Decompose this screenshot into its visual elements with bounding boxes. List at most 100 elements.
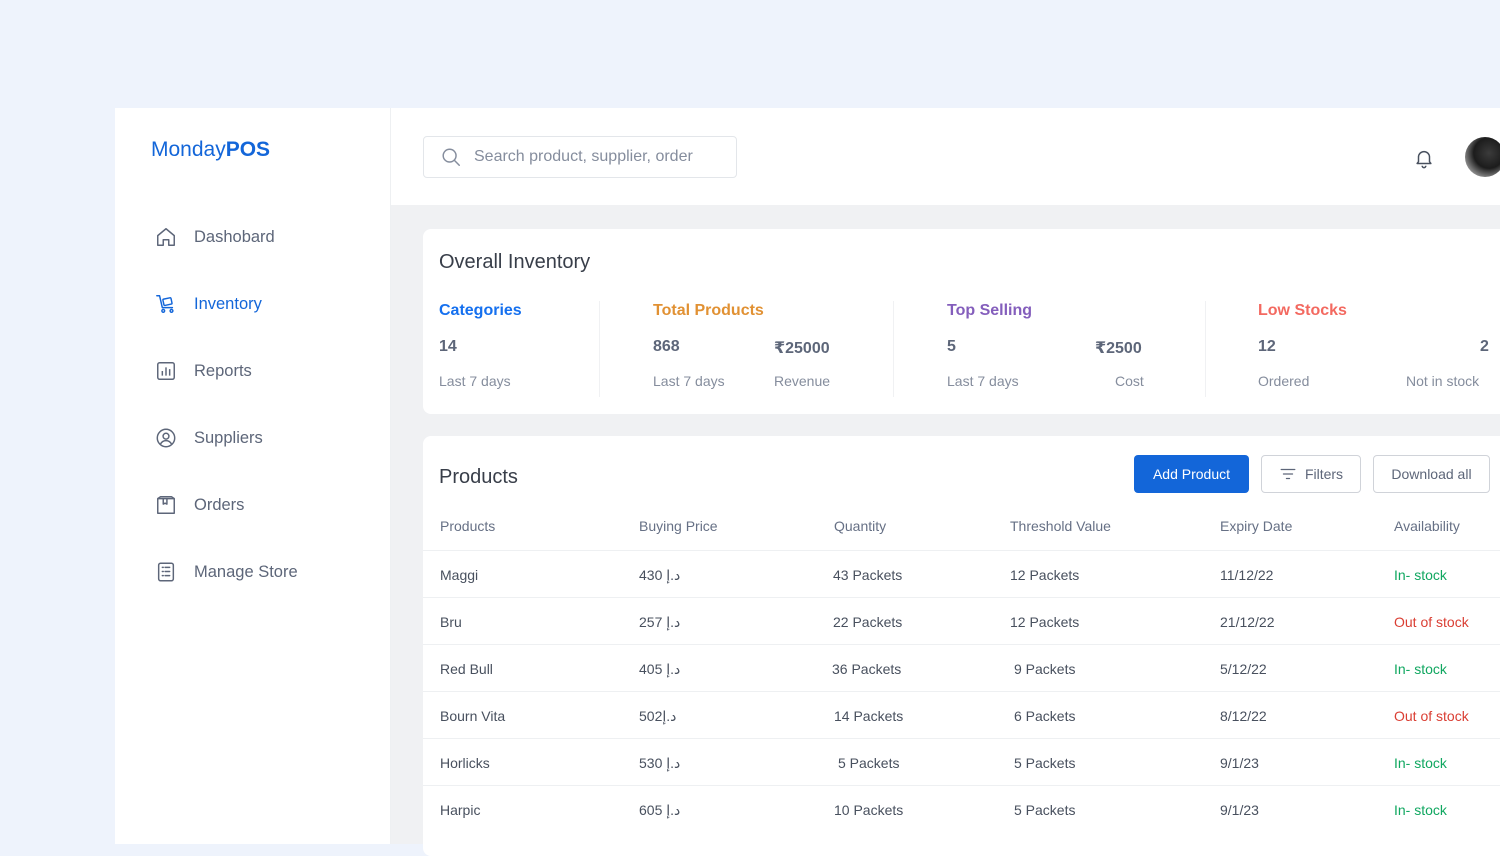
table-row[interactable]: Bru 257 د.إ 22 Packets 12 Packets 21/12/… — [423, 597, 1500, 645]
search-box[interactable] — [423, 136, 737, 178]
product-name: Red Bull — [440, 661, 493, 677]
threshold-value: 12 Packets — [1010, 614, 1080, 630]
buying-price: 605 د.إ — [639, 802, 681, 818]
quantity: 36 Packets — [832, 661, 902, 677]
total-products-value: 868 — [653, 338, 680, 355]
column-header-threshold[interactable]: Threshold Value — [1010, 518, 1111, 534]
manage-store-icon — [153, 559, 179, 585]
logo-suffix: POS — [225, 138, 271, 161]
column-header-quantity[interactable]: Quantity — [834, 518, 887, 534]
expiry-date: 9/1/23 — [1220, 802, 1259, 818]
sidebar-item-label: Manage Store — [194, 562, 298, 581]
sidebar: MondayPOS Dashobard Inventory Reports Su… — [115, 108, 391, 844]
availability-status: Out of stock — [1394, 708, 1469, 724]
expiry-date: 5/12/22 — [1220, 661, 1267, 677]
quantity: 10 Packets — [834, 802, 904, 818]
expiry-date: 8/12/22 — [1220, 708, 1267, 724]
quantity: 14 Packets — [834, 708, 904, 724]
threshold-value: 5 Packets — [1014, 755, 1076, 771]
total-products-revenue-label: Revenue — [774, 373, 831, 389]
total-products-revenue: ₹25000 — [774, 340, 830, 357]
sidebar-item-manage-store[interactable]: Manage Store — [153, 558, 298, 586]
categories-title: Categories — [439, 302, 522, 319]
column-header-buying-price[interactable]: Buying Price — [639, 518, 718, 534]
sidebar-item-reports[interactable]: Reports — [153, 357, 252, 385]
sidebar-item-label: Orders — [194, 495, 245, 514]
overall-inventory-title: Overall Inventory — [439, 251, 591, 273]
categories-sub: Last 7 days — [439, 373, 511, 389]
download-all-button[interactable]: Download all — [1373, 455, 1490, 493]
top-selling-title: Top Selling — [947, 302, 1033, 319]
low-stocks-sub: Ordered — [1258, 373, 1310, 389]
search-input[interactable] — [472, 147, 716, 167]
column-header-availability[interactable]: Availability — [1394, 518, 1460, 534]
table-row[interactable]: Red Bull 405 د.إ 36 Packets 9 Packets 5/… — [423, 644, 1500, 692]
divider — [1205, 301, 1206, 397]
product-name: Bru — [440, 614, 462, 630]
add-product-button[interactable]: Add Product — [1134, 455, 1249, 493]
main-content: Overall Inventory Categories 14 Last 7 d… — [391, 108, 1500, 856]
quantity: 43 Packets — [833, 567, 903, 583]
top-bar — [391, 108, 1500, 205]
quantity: 22 Packets — [833, 614, 903, 630]
product-name: Maggi — [440, 567, 479, 583]
buying-price: 530 د.إ — [639, 755, 681, 771]
categories-value: 14 — [439, 338, 457, 355]
total-products-sub: Last 7 days — [653, 373, 725, 389]
overall-inventory-card: Overall Inventory Categories 14 Last 7 d… — [423, 229, 1500, 414]
not-in-stock-value: 2 — [1480, 338, 1489, 355]
orders-icon — [153, 492, 179, 518]
threshold-value: 12 Packets — [1010, 567, 1080, 583]
avatar[interactable] — [1465, 137, 1500, 177]
search-icon — [440, 146, 462, 168]
total-products-title: Total Products — [653, 302, 764, 319]
threshold-value: 5 Packets — [1014, 802, 1076, 818]
top-selling-cost-label: Cost — [1115, 373, 1144, 389]
products-card: Products Add Product Filters Download al… — [423, 436, 1500, 856]
filters-label: Filters — [1304, 466, 1344, 482]
buying-price: 405 د.إ — [639, 661, 681, 677]
not-in-stock-label: Not in stock — [1406, 373, 1480, 389]
divider — [893, 301, 894, 397]
column-header-products[interactable]: Products — [440, 518, 496, 534]
buying-price: 430 د.إ — [639, 567, 681, 583]
logo-prefix: Monday — [151, 138, 226, 161]
filters-button[interactable]: Filters — [1261, 455, 1361, 493]
bell-icon[interactable] — [1413, 147, 1435, 174]
home-icon — [153, 224, 179, 250]
product-name: Bourn Vita — [440, 708, 506, 724]
availability-status: Out of stock — [1394, 614, 1469, 630]
expiry-date: 11/12/22 — [1220, 567, 1274, 583]
sidebar-item-label: Reports — [194, 361, 252, 380]
availability-status: In- stock — [1394, 567, 1447, 583]
products-title: Products — [439, 466, 518, 488]
availability-status: In- stock — [1394, 661, 1447, 677]
availability-status: In- stock — [1394, 802, 1447, 818]
sidebar-item-label: Suppliers — [194, 428, 263, 447]
top-selling-sub: Last 7 days — [947, 373, 1019, 389]
table-row[interactable]: Maggi 430 د.إ 43 Packets 12 Packets 11/1… — [423, 550, 1500, 598]
product-name: Harpic — [440, 802, 481, 818]
buying-price: 502د.إ — [639, 708, 677, 724]
product-name: Horlicks — [440, 755, 490, 771]
threshold-value: 9 Packets — [1014, 661, 1076, 677]
top-selling-value: 5 — [947, 338, 956, 355]
sidebar-item-label: Dashobard — [194, 227, 275, 246]
reports-icon — [153, 358, 179, 384]
top-selling-cost: ₹2500 — [1095, 340, 1142, 357]
column-header-expiry[interactable]: Expiry Date — [1220, 518, 1293, 534]
low-stocks-title: Low Stocks — [1258, 302, 1347, 319]
sidebar-item-orders[interactable]: Orders — [153, 491, 244, 519]
buying-price: 257 د.إ — [639, 614, 681, 630]
table-row[interactable]: Bourn Vita 502د.إ 14 Packets 6 Packets 8… — [423, 691, 1500, 739]
table-row[interactable]: Harpic 605 د.إ 10 Packets 5 Packets 9/1/… — [423, 785, 1500, 833]
app-logo[interactable]: MondayPOS — [151, 138, 270, 162]
quantity: 5 Packets — [838, 755, 900, 771]
table-row[interactable]: Horlicks 530 د.إ 5 Packets 5 Packets 9/1… — [423, 738, 1500, 786]
sidebar-item-dashboard[interactable]: Dashobard — [153, 223, 275, 251]
sidebar-item-label: Inventory — [194, 294, 262, 313]
sidebar-item-inventory[interactable]: Inventory — [153, 290, 262, 318]
suppliers-icon — [153, 425, 179, 451]
availability-status: In- stock — [1394, 755, 1447, 771]
sidebar-item-suppliers[interactable]: Suppliers — [153, 424, 263, 452]
